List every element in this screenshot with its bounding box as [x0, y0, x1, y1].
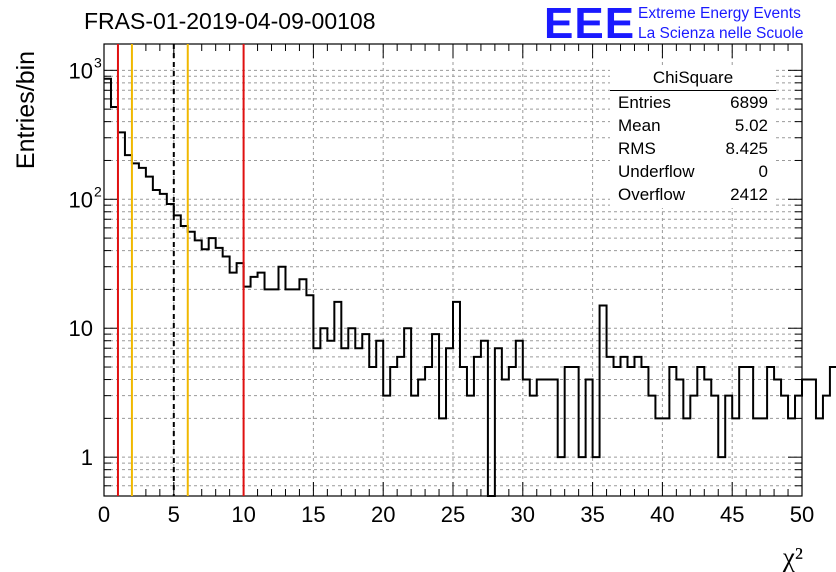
- x-tick-label: 35: [580, 502, 604, 527]
- stats-value: 8.425: [725, 139, 768, 158]
- y-tick-label: 10: [69, 58, 93, 83]
- y-axis-label: Entries/bin: [12, 51, 40, 169]
- statistics-box: ChiSquare Entries 6899 Mean 5.02 RMS 8.4…: [610, 66, 776, 208]
- stats-row-rms: RMS 8.425: [610, 137, 776, 160]
- stats-value: 0: [758, 162, 768, 181]
- histogram-line: [104, 77, 836, 497]
- y-tick-exponent: 2: [94, 183, 102, 199]
- x-tick-label: 45: [720, 502, 744, 527]
- stats-value: 6899: [730, 93, 768, 112]
- y-tick-exponent: 3: [94, 54, 102, 70]
- x-tick-label: 0: [98, 502, 110, 527]
- x-tick-label: 40: [650, 502, 674, 527]
- x-tick-label: 30: [511, 502, 535, 527]
- y-tick-label: 10: [69, 187, 93, 212]
- stats-row-underflow: Underflow 0: [610, 160, 776, 183]
- stats-value: 5.02: [734, 116, 768, 135]
- logo-caption-line1: Extreme Energy Events: [638, 5, 801, 22]
- logo-caption: Extreme Energy Events La Scienza nelle S…: [638, 4, 803, 44]
- stats-label: Entries: [618, 93, 671, 112]
- x-tick-label: 25: [441, 502, 465, 527]
- y-tick-label: 10: [69, 316, 93, 341]
- stats-row-mean: Mean 5.02: [610, 114, 776, 137]
- stats-label: Mean: [618, 116, 661, 135]
- run-title: FRAS-01-2019-04-09-00108: [84, 8, 376, 34]
- x-tick-label: 20: [371, 502, 395, 527]
- x-tick-label: 5: [168, 502, 180, 527]
- x-tick-label: 10: [231, 502, 255, 527]
- stats-label: RMS: [618, 139, 656, 158]
- x-tick-label: 50: [790, 502, 814, 527]
- stats-value: 2412: [730, 185, 768, 204]
- x-tick-label: 15: [301, 502, 325, 527]
- stats-title: ChiSquare: [610, 66, 776, 91]
- eee-logo: EEE: [544, 0, 636, 48]
- logo-caption-line2: La Scienza nelle Scuole: [638, 25, 804, 42]
- stats-row-overflow: Overflow 2412: [610, 183, 776, 206]
- stats-label: Overflow: [618, 185, 686, 204]
- y-tick-label: 1: [81, 445, 93, 470]
- stats-row-entries: Entries 6899: [610, 91, 776, 114]
- stats-label: Underflow: [618, 162, 695, 181]
- x-axis-label: χ²: [782, 542, 803, 572]
